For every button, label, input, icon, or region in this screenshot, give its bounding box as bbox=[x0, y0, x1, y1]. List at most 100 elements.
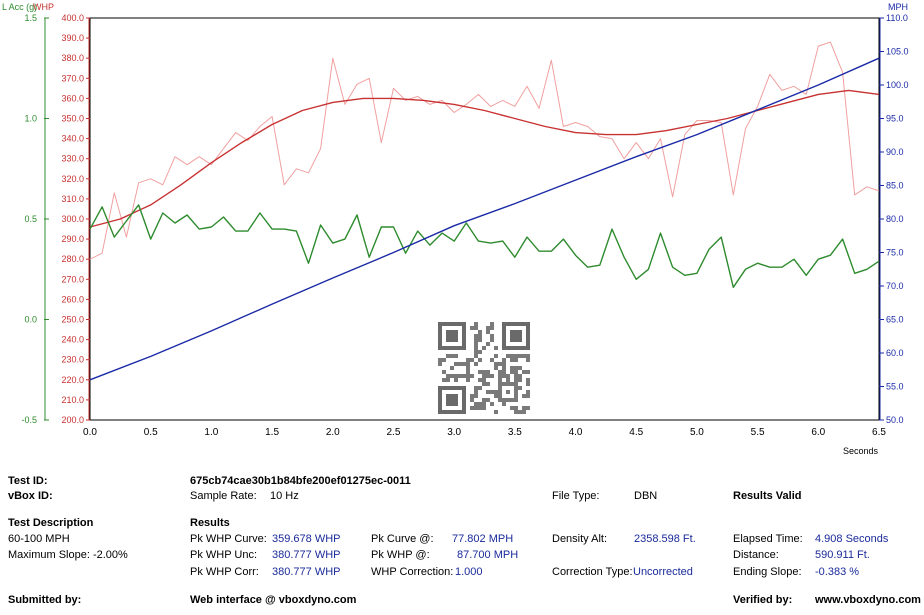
whp-tick-label: 310.0 bbox=[61, 194, 84, 204]
sample-rate-value: 10 Hz bbox=[270, 490, 299, 502]
x-tick-label: 4.5 bbox=[629, 427, 643, 438]
whp-tick-label: 300.0 bbox=[61, 214, 84, 224]
test-description-label: Test Description bbox=[8, 517, 94, 529]
lacc-axis-label: L Acc (g) bbox=[2, 2, 37, 12]
mph-tick-label: 75.0 bbox=[886, 248, 904, 258]
series-line-whp-1 bbox=[89, 89, 880, 228]
series-line-whp-0 bbox=[89, 41, 880, 260]
qr-code-image bbox=[438, 322, 530, 414]
mph-tick-label: 50.0 bbox=[886, 415, 904, 425]
series-line-lacc-2 bbox=[89, 204, 880, 288]
mph-tick-label: 100.0 bbox=[886, 80, 909, 90]
distance-label: Distance: bbox=[733, 549, 779, 561]
ending-slope-label: Ending Slope: bbox=[733, 566, 802, 578]
whp-axis-label: WHP bbox=[33, 2, 54, 12]
whp-tick-label: 250.0 bbox=[61, 315, 84, 325]
whp-correction-value: 1.000 bbox=[455, 566, 483, 578]
x-tick-label: 2.5 bbox=[387, 427, 401, 438]
pk-whp-curve-value: 359.678 WHP bbox=[272, 533, 341, 545]
whp-tick-label: 320.0 bbox=[61, 174, 84, 184]
chart-series bbox=[89, 41, 880, 381]
whp-tick-label: 330.0 bbox=[61, 154, 84, 164]
pk-whp-at-label: Pk WHP @: bbox=[371, 549, 430, 561]
results-valid: Results Valid bbox=[733, 490, 802, 502]
x-tick-label: 6.0 bbox=[811, 427, 825, 438]
max-slope: Maximum Slope: -2.00% bbox=[8, 549, 128, 561]
pk-whp-unc-value: 380.777 WHP bbox=[272, 549, 341, 561]
test-id-value: 675cb74cae30b1b84bfe200ef01275ec-0011 bbox=[190, 475, 411, 487]
lacc-tick-label: 0.5 bbox=[24, 214, 37, 224]
mph-tick-label: 65.0 bbox=[886, 315, 904, 325]
pk-whp-corr-value: 380.777 WHP bbox=[272, 566, 341, 578]
whp-tick-label: 390.0 bbox=[61, 33, 84, 43]
file-type-label: File Type: bbox=[552, 490, 600, 502]
whp-tick-label: 340.0 bbox=[61, 134, 84, 144]
x-tick-label: 0.0 bbox=[83, 427, 97, 438]
mph-tick-label: 90.0 bbox=[886, 147, 904, 157]
x-tick-label: 1.5 bbox=[265, 427, 279, 438]
x-tick-label: 3.5 bbox=[508, 427, 522, 438]
whp-correction-label: WHP Correction: bbox=[371, 566, 454, 578]
vbox-id-label: vBox ID: bbox=[8, 490, 53, 502]
lacc-tick-label: -0.5 bbox=[21, 415, 37, 425]
whp-tick-label: 370.0 bbox=[61, 73, 84, 83]
sample-rate-label: Sample Rate: bbox=[190, 490, 257, 502]
x-tick-label: 0.5 bbox=[144, 427, 158, 438]
x-tick-label: 5.5 bbox=[751, 427, 765, 438]
x-tick-label: 4.0 bbox=[569, 427, 583, 438]
mph-tick-label: 95.0 bbox=[886, 114, 904, 124]
lacc-tick-label: 0.0 bbox=[24, 315, 37, 325]
mph-tick-label: 105.0 bbox=[886, 47, 909, 57]
mph-axis-label: MPH bbox=[888, 2, 908, 12]
mph-tick-label: 110.0 bbox=[886, 13, 908, 23]
x-tick-label: 5.0 bbox=[690, 427, 704, 438]
x-tick-label: 6.5 bbox=[872, 427, 886, 438]
dyno-chart: 0.0 0.5 1.0 1.5 2.0 2.5 3.0 3.5 4.0 4.5 5.0 5.5 6.0 6… bbox=[2, 2, 909, 456]
series-line-mph-3 bbox=[89, 57, 880, 381]
whp-tick-label: 280.0 bbox=[61, 254, 84, 264]
pk-curve-at-value: 77.802 MPH bbox=[452, 533, 514, 545]
web-interface-link[interactable]: Web interface @ vboxdyno.com bbox=[190, 594, 357, 606]
ending-slope-value: -0.383 % bbox=[815, 566, 860, 578]
pk-whp-curve-label: Pk WHP Curve: bbox=[190, 533, 267, 545]
whp-tick-label: 240.0 bbox=[61, 335, 84, 345]
pk-whp-unc-label: Pk WHP Unc: bbox=[190, 549, 258, 561]
lacc-tick-label: 1.0 bbox=[24, 114, 37, 124]
correction-type-value: Uncorrected bbox=[633, 566, 693, 578]
whp-tick-label: 290.0 bbox=[61, 234, 84, 244]
x-tick-label: 3.0 bbox=[447, 427, 461, 438]
mph-tick-label: 70.0 bbox=[886, 281, 904, 291]
whp-tick-label: 260.0 bbox=[61, 294, 84, 304]
pk-curve-at-label: Pk Curve @: bbox=[371, 533, 434, 545]
whp-tick-label: 200.0 bbox=[61, 415, 84, 425]
whp-tick-label: 210.0 bbox=[61, 395, 84, 405]
test-description-value: 60-100 MPH bbox=[8, 533, 70, 545]
whp-tick-label: 360.0 bbox=[61, 93, 84, 103]
whp-tick-label: 270.0 bbox=[61, 274, 84, 284]
whp-tick-label: 380.0 bbox=[61, 53, 84, 63]
chart-labels: 0.0 0.5 1.0 1.5 2.0 2.5 3.0 3.5 4.0 4.5 5.0 5.5 6.0 6… bbox=[2, 2, 909, 456]
whp-tick-label: 220.0 bbox=[61, 375, 84, 385]
pk-whp-at-value: 87.700 MPH bbox=[457, 549, 519, 561]
verified-by-label: Verified by: bbox=[733, 594, 793, 606]
submitted-by-label: Submitted by: bbox=[8, 594, 82, 606]
whp-tick-label: 400.0 bbox=[61, 13, 84, 23]
x-tick-label: 1.0 bbox=[204, 427, 218, 438]
test-id-label: Test ID: bbox=[8, 475, 48, 487]
density-alt-label: Density Alt: bbox=[552, 533, 608, 545]
mph-tick-label: 60.0 bbox=[886, 348, 904, 358]
whp-tick-label: 350.0 bbox=[61, 114, 84, 124]
lacc-tick-label: 1.5 bbox=[24, 13, 37, 23]
elapsed-time-value: 4.908 Seconds bbox=[815, 533, 889, 545]
verified-by-link[interactable]: www.vboxdyno.com bbox=[815, 594, 921, 606]
results-label: Results bbox=[190, 517, 230, 529]
mph-tick-label: 80.0 bbox=[886, 214, 904, 224]
file-type-value: DBN bbox=[634, 490, 658, 502]
x-tick-label: 2.0 bbox=[326, 427, 340, 438]
x-axis-label: Seconds bbox=[843, 446, 879, 456]
elapsed-time-label: Elapsed Time: bbox=[733, 533, 803, 545]
distance-value: 590.911 Ft. bbox=[815, 549, 870, 561]
whp-tick-label: 230.0 bbox=[61, 355, 84, 365]
density-alt-value: 2358.598 Ft. bbox=[634, 533, 696, 545]
correction-type-label: Correction Type: bbox=[552, 566, 633, 578]
